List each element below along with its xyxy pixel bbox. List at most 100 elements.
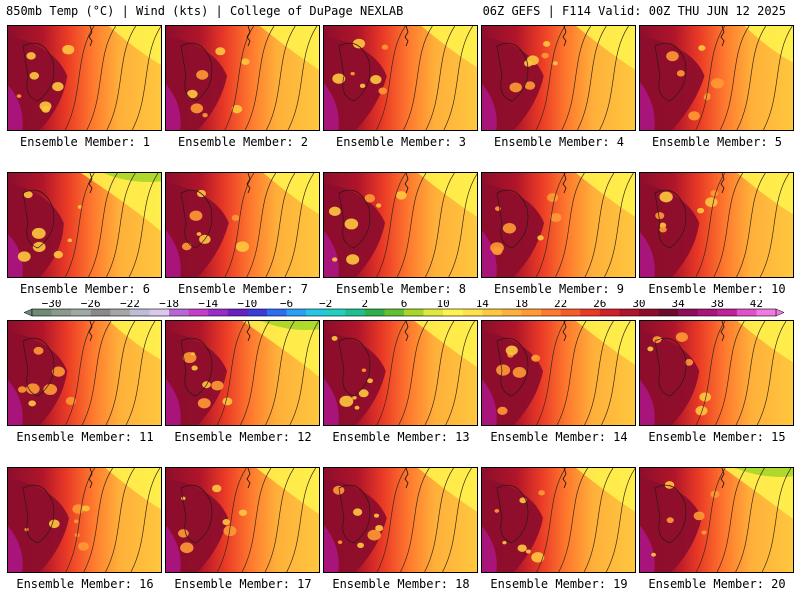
ensemble-member-map: [639, 172, 794, 278]
colorbar-tick-label: −22: [120, 300, 140, 310]
colorbar-tick-label: 14: [476, 300, 490, 310]
colorbar-bin: [619, 309, 640, 316]
colorbar-bin: [227, 309, 248, 316]
colorbar-tick-label: 2: [362, 300, 369, 310]
colorbar-bin: [658, 309, 679, 316]
colorbar-tick-label: 22: [554, 300, 567, 310]
colorbar-bin: [169, 309, 189, 316]
ensemble-member-caption: Ensemble Member: 9: [493, 282, 625, 296]
colorbar-tick-label: −30: [42, 300, 62, 310]
colorbar-bin: [364, 309, 385, 316]
map-title: 850mb Temp (°C) | Wind (kts) | College o…: [6, 4, 404, 18]
colorbar-bin: [462, 309, 483, 316]
colorbar-bin: [521, 309, 542, 316]
colorbar-bin: [541, 309, 561, 316]
colorbar-bin: [90, 309, 111, 316]
ensemble-member-map: [323, 320, 478, 426]
colorbar-bin: [482, 309, 503, 316]
ensemble-member-map: [165, 25, 320, 131]
ensemble-member-caption: Ensemble Member: 8: [335, 282, 467, 296]
ensemble-member-map: [323, 467, 478, 573]
ensemble-member-caption: Ensemble Member: 16: [16, 577, 154, 591]
colorbar-bin: [423, 309, 444, 316]
colorbar-bin: [208, 309, 229, 316]
ensemble-member-map: [481, 320, 636, 426]
colorbar-bin: [325, 309, 346, 316]
ensemble-member-caption: Ensemble Member: 19: [490, 577, 628, 591]
ensemble-member-caption: Ensemble Member: 10: [648, 282, 786, 296]
ensemble-member-caption: Ensemble Member: 17: [174, 577, 312, 591]
colorbar-tick-label: −6: [280, 300, 293, 310]
colorbar-tick-label: 18: [515, 300, 528, 310]
colorbar-bin: [736, 309, 757, 316]
colorbar-bin: [188, 309, 209, 316]
ensemble-member-map: [7, 172, 162, 278]
ensemble-member-caption: Ensemble Member: 5: [651, 135, 783, 149]
colorbar-bin: [580, 309, 601, 316]
ensemble-member-caption: Ensemble Member: 15: [648, 430, 786, 444]
colorbar-tick-label: −2: [319, 300, 332, 310]
colorbar-bin: [756, 309, 777, 316]
colorbar-tick-label: 42: [750, 300, 763, 310]
colorbar-bin: [286, 309, 307, 316]
colorbar-bin: [678, 309, 698, 316]
colorbar-bin: [32, 309, 52, 316]
colorbar-bin: [51, 309, 72, 316]
ensemble-member-caption: Ensemble Member: 14: [490, 430, 628, 444]
temperature-color-scale: −30 −26 −22 −18 −14 −10 −6 −2 2 6 10 14 18 22 26 30 34 38…: [24, 300, 784, 317]
colorbar-bin: [71, 309, 92, 316]
colorbar-bin: [638, 309, 659, 316]
ensemble-member-caption: Ensemble Member: 7: [177, 282, 309, 296]
colorbar-bin: [306, 309, 326, 316]
colorbar-bin: [384, 309, 405, 316]
colorbar-outline: [31, 308, 777, 317]
colorbar-max-arrow: [775, 308, 784, 317]
ensemble-member-caption: Ensemble Member: 1: [19, 135, 151, 149]
colorbar-bin: [129, 309, 150, 316]
colorbar-bin: [110, 309, 131, 316]
colorbar-bin: [697, 309, 718, 316]
ensemble-member-map: [7, 25, 162, 131]
ensemble-member-map: [7, 467, 162, 573]
ensemble-member-map: [165, 320, 320, 426]
colorbar-tick-label: 10: [437, 300, 450, 310]
model-run-valid-time: 06Z GEFS | F114 Valid: 00Z THU JUN 12 20…: [482, 4, 786, 18]
ensemble-member-caption: Ensemble Member: 6: [19, 282, 151, 296]
colorbar-tick-label: −10: [237, 300, 257, 310]
colorbar-bin: [501, 309, 522, 316]
colorbar-bin: [404, 309, 424, 316]
ensemble-member-caption: Ensemble Member: 20: [648, 577, 786, 591]
ensemble-member-map: [481, 25, 636, 131]
colorbar-bin: [560, 309, 581, 316]
colorbar-bin: [345, 309, 366, 316]
ensemble-member-caption: Ensemble Member: 2: [177, 135, 309, 149]
ensemble-member-caption: Ensemble Member: 18: [332, 577, 470, 591]
ensemble-member-caption: Ensemble Member: 12: [174, 430, 312, 444]
colorbar-min-arrow: [24, 308, 33, 317]
ensemble-member-caption: Ensemble Member: 13: [332, 430, 470, 444]
ensemble-member-caption: Ensemble Member: 3: [335, 135, 467, 149]
colorbar-bin: [599, 309, 620, 316]
colorbar-tick-label: 6: [401, 300, 408, 310]
ensemble-member-map: [323, 172, 478, 278]
ensemble-member-caption: Ensemble Member: 4: [493, 135, 625, 149]
ensemble-member-map: [481, 467, 636, 573]
colorbar-bin: [443, 309, 464, 316]
colorbar-tick-label: −14: [198, 300, 218, 310]
ensemble-member-map: [165, 172, 320, 278]
ensemble-member-caption: Ensemble Member: 11: [16, 430, 154, 444]
colorbar-bin: [717, 309, 738, 316]
colorbar-tick-label: −26: [81, 300, 101, 310]
colorbar-tick-label: 34: [671, 300, 685, 310]
ensemble-member-map: [639, 320, 794, 426]
colorbar-bin: [247, 309, 268, 316]
colorbar-tick-label: 26: [593, 300, 606, 310]
ensemble-member-map: [165, 467, 320, 573]
colorbar-bin: [266, 309, 287, 316]
ensemble-member-map: [323, 25, 478, 131]
ensemble-member-map: [639, 25, 794, 131]
colorbar-tick-label: 30: [632, 300, 645, 310]
colorbar-tick-label: −18: [159, 300, 179, 310]
ensemble-member-map: [481, 172, 636, 278]
ensemble-member-map: [7, 320, 162, 426]
